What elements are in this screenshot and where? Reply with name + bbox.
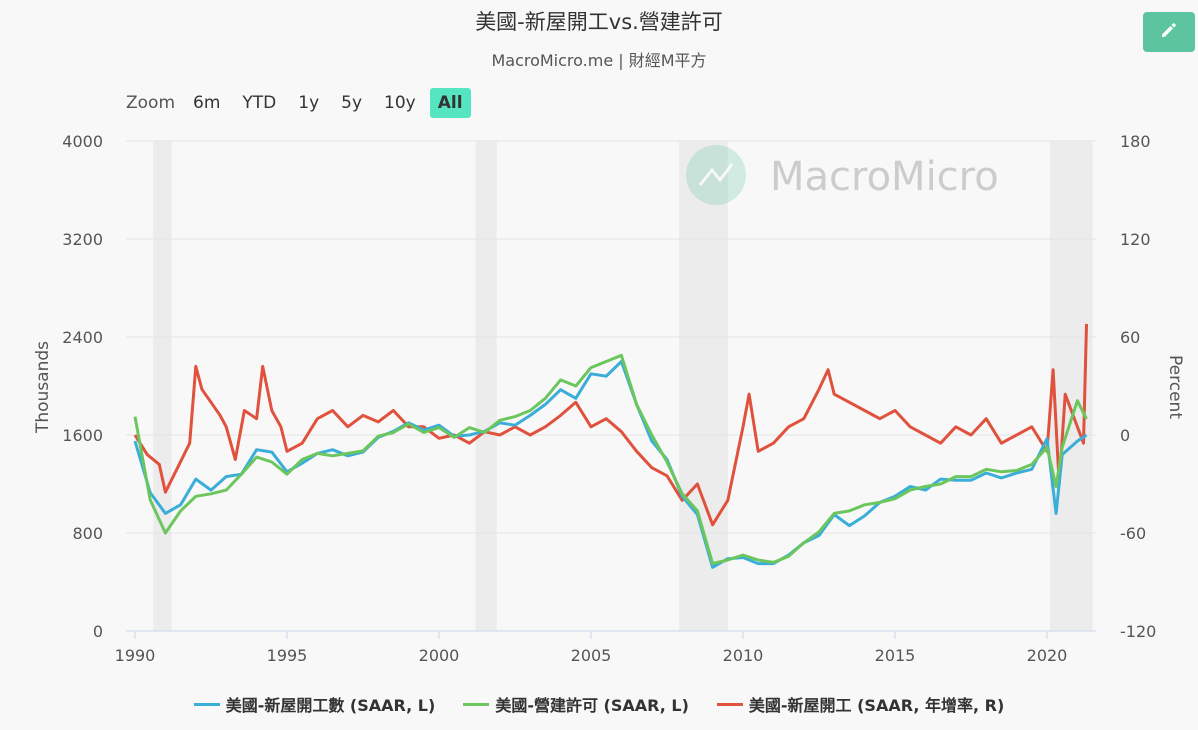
series-line-starts: [133, 360, 1088, 569]
y-left-tick-label: 0: [93, 622, 103, 641]
recession-bands: [153, 141, 1093, 631]
legend-swatch-blue: [193, 702, 220, 706]
zoom-1y-button[interactable]: 1y: [298, 93, 320, 113]
legend-label: 美國-新屋開工 (SAAR, 年增率, R): [748, 696, 1005, 715]
zoom-selector: Zoom 6m YTD 1y 5y 10y All: [126, 88, 477, 118]
zoom-all-button[interactable]: All: [429, 88, 471, 118]
y-right-tick-label: 180: [1120, 132, 1151, 151]
y-left-tick-label: 2400: [62, 328, 103, 347]
y-left-tick-label: 4000: [62, 132, 103, 151]
chart-subtitle: MacroMicro.me | 財經M平方: [491, 51, 707, 70]
x-tick-label: 1990: [115, 646, 156, 665]
pencil-icon: [1159, 20, 1179, 44]
recession-band: [475, 141, 497, 631]
zoom-label: Zoom: [126, 93, 176, 113]
recession-band: [153, 141, 172, 631]
zoom-ytd-button[interactable]: YTD: [242, 93, 277, 113]
y-axis-right-label: Percent: [1165, 355, 1185, 419]
zoom-6m-button[interactable]: 6m: [193, 93, 221, 113]
y-axis-left-label: Thousands: [33, 341, 53, 434]
chart-area: MacroMicro 0 800 1600 2400 3200 4000 -120 -60 0 6…: [33, 132, 1185, 665]
y-right-tick-label: -60: [1120, 524, 1146, 543]
x-tick-label: 2020: [1027, 646, 1068, 665]
legend-item-permits[interactable]: 美國-營建許可 (SAAR, L): [463, 692, 689, 716]
x-tick-label: 2015: [875, 646, 916, 665]
y-right-tick-label: 120: [1120, 230, 1151, 249]
legend: 美國-新屋開工數 (SAAR, L) 美國-營建許可 (SAAR, L) 美國-…: [0, 692, 1198, 716]
legend-swatch-green: [463, 702, 490, 706]
series-line-starts-yoy: [133, 323, 1088, 527]
x-tick-label: 2005: [571, 646, 612, 665]
axes: 0 800 1600 2400 3200 4000 -120 -60 0 60 120 180 1990…: [62, 132, 1156, 665]
series-line-permits: [133, 353, 1088, 566]
watermark: MacroMicro: [686, 145, 999, 205]
legend-label: 美國-營建許可 (SAAR, L): [495, 696, 689, 715]
chart-title: 美國-新屋開工vs.營建許可: [475, 10, 723, 34]
legend-swatch-red: [716, 702, 743, 706]
x-tick-label: 1995: [267, 646, 308, 665]
series-lines: [133, 323, 1088, 569]
edit-button[interactable]: [1143, 12, 1195, 52]
y-left-tick-label: 1600: [62, 426, 103, 445]
grid-lines: [126, 140, 1096, 632]
x-tick-label: 2010: [723, 646, 764, 665]
legend-label: 美國-新屋開工數 (SAAR, L): [225, 696, 436, 715]
y-right-tick-label: 0: [1120, 426, 1130, 445]
y-right-tick-label: 60: [1120, 328, 1140, 347]
zoom-5y-button[interactable]: 5y: [341, 93, 363, 113]
y-right-tick-label: -120: [1120, 622, 1156, 641]
x-tick-label: 2000: [419, 646, 460, 665]
recession-band: [679, 141, 728, 631]
zoom-10y-button[interactable]: 10y: [384, 93, 416, 113]
y-left-tick-label: 800: [72, 524, 103, 543]
y-left-tick-label: 3200: [62, 230, 103, 249]
legend-item-starts-yoy[interactable]: 美國-新屋開工 (SAAR, 年增率, R): [716, 692, 1005, 716]
legend-item-starts[interactable]: 美國-新屋開工數 (SAAR, L): [193, 692, 436, 716]
watermark-text: MacroMicro: [770, 154, 999, 200]
